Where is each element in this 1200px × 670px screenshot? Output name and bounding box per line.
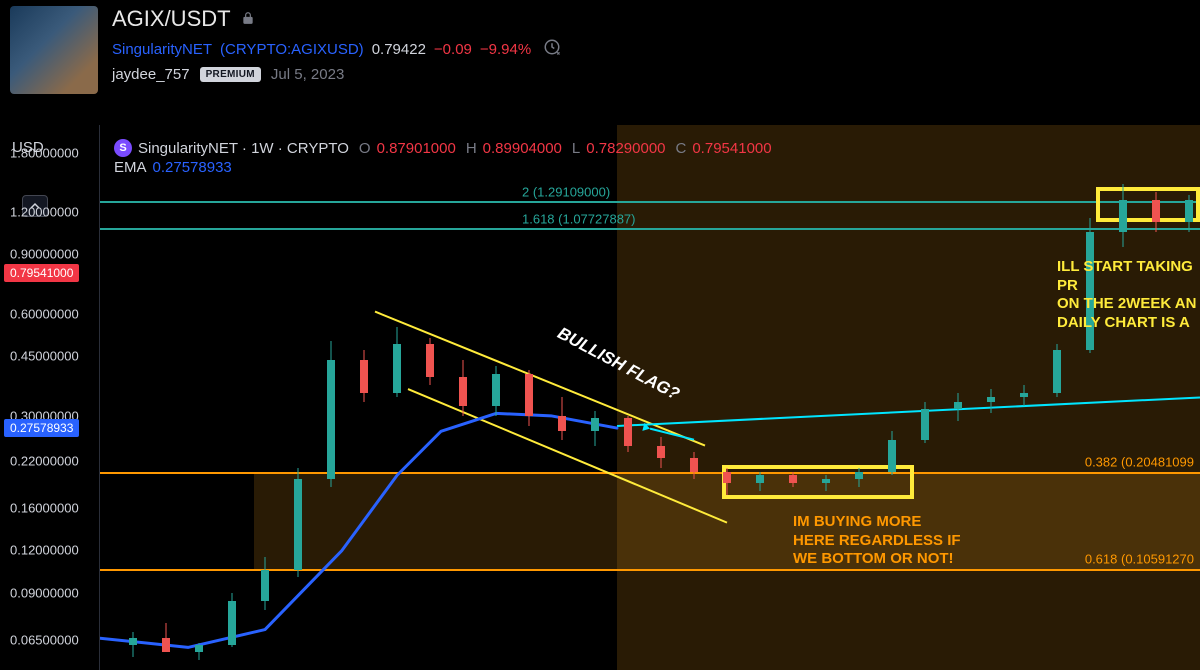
ohlc-low: 0.78290000: [586, 140, 665, 157]
ohlc-close: 0.79541000: [692, 140, 771, 157]
highlight-box: [722, 465, 915, 499]
symbol-link[interactable]: (CRYPTO:AGIXUSD): [220, 41, 364, 58]
y-axis: USD 1.800000001.200000000.900000000.6000…: [0, 125, 100, 670]
last-price: 0.79422: [372, 41, 426, 58]
ema-label: EMA: [114, 159, 147, 176]
asset-link[interactable]: SingularityNET: [112, 41, 212, 58]
chart-annotation: ILL START TAKING PRON THE 2WEEK ANDAILY …: [1057, 258, 1200, 333]
y-tick-label: 1.80000000: [10, 145, 79, 160]
y-tick-label: 0.09000000: [10, 585, 79, 600]
y-tick-label: 0.45000000: [10, 349, 79, 364]
asset-icon: S: [114, 139, 132, 157]
clock-icon[interactable]: [543, 38, 561, 60]
chart-title: SingularityNET · 1W · CRYPTO: [138, 140, 349, 157]
ohlc-high: 0.89904000: [483, 140, 562, 157]
y-tick-label: 0.12000000: [10, 543, 79, 558]
author-avatar[interactable]: [10, 6, 98, 94]
price-tag: 0.27578933: [4, 419, 79, 437]
y-tick-label: 1.20000000: [10, 205, 79, 220]
ema-value: 0.27578933: [153, 159, 232, 176]
y-tick-label: 0.06500000: [10, 633, 79, 648]
pair-title: AGIX/USDT: [112, 6, 231, 32]
price-tag: 0.79541000: [4, 264, 79, 282]
chart-plot[interactable]: S SingularityNET · 1W · CRYPTO O0.879010…: [100, 125, 1200, 670]
price-change-pct: −9.94%: [480, 41, 531, 58]
fib-label: 0.382 (0.20481099: [1083, 454, 1196, 469]
chart-annotation: IM BUYING MOREHERE REGARDLESS IFWE BOTTO…: [793, 513, 961, 569]
fib-label: 1.618 (1.07727887): [520, 212, 637, 227]
y-tick-label: 0.22000000: [10, 454, 79, 469]
fib-label: 0.618 (0.10591270: [1083, 551, 1196, 566]
y-tick-label: 0.60000000: [10, 307, 79, 322]
y-tick-label: 0.90000000: [10, 247, 79, 262]
fib-line: [100, 472, 1200, 474]
fib-label: 2 (1.29109000): [520, 185, 612, 200]
lock-icon: [241, 11, 255, 28]
fib-line: [100, 201, 1200, 203]
ohlc-open: 0.87901000: [377, 140, 456, 157]
chart-area[interactable]: USD 1.800000001.200000000.900000000.6000…: [0, 125, 1200, 670]
author-name[interactable]: jaydee_757: [112, 66, 190, 83]
y-tick-label: 0.16000000: [10, 501, 79, 516]
publish-date: Jul 5, 2023: [271, 66, 344, 83]
fib-line: [100, 228, 1200, 230]
price-change-abs: −0.09: [434, 41, 472, 58]
premium-badge: PREMIUM: [200, 67, 261, 82]
